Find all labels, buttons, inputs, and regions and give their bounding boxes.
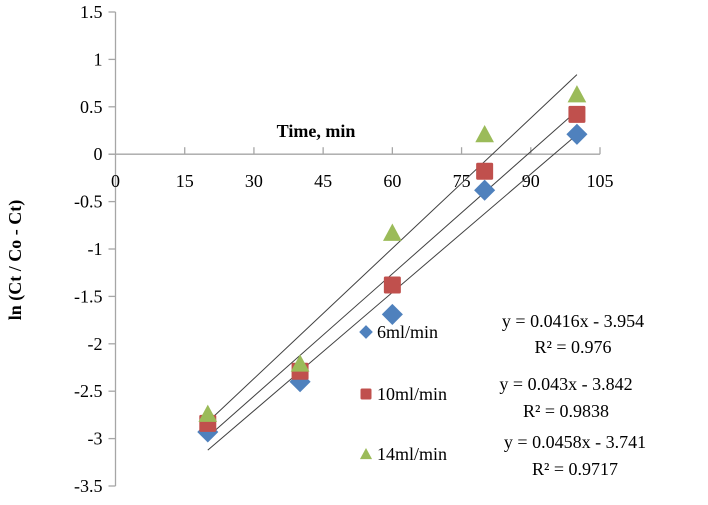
y-tick-label: 0 [94, 144, 103, 164]
legend-item: 14ml/min [359, 444, 447, 464]
x-tick-label: 105 [587, 171, 614, 191]
x-tick-label: 15 [176, 171, 194, 191]
y-tick-label: 1.5 [80, 2, 103, 22]
data-point-square [476, 162, 494, 180]
data-point-square [383, 276, 401, 294]
data-point-triangle [290, 354, 310, 372]
y-tick-label: -1.5 [74, 286, 103, 306]
legend-item: 10ml/min [360, 384, 447, 404]
r-squared-label: R² = 0.9838 [523, 401, 609, 421]
tick-labels: 1.5 1 0.5 0 -0.5 -1 -1.5 -2 -2.5 -3 -3.5 0 15 30 45 60 7… [74, 2, 614, 496]
legend-marker-diamond [359, 325, 373, 339]
x-tick-label: 45 [314, 171, 332, 191]
x-axis-title: Time, min [277, 121, 356, 141]
x-tick-label: 30 [245, 171, 263, 191]
y-tick-label: -3.5 [74, 476, 103, 496]
trendline-14mlmin [207, 74, 578, 423]
axes [108, 11, 601, 487]
data-point-diamond [566, 123, 588, 145]
y-tick-label: 0.5 [80, 97, 103, 117]
trendline-equation: y = 0.0458x - 3.741 [504, 432, 646, 452]
y-tick-label: -3 [88, 429, 103, 449]
data-point-diamond [474, 179, 496, 201]
y-axis-title: ln (Ct / Co - Ct) [5, 200, 26, 320]
trendline-equations: y = 0.0416x - 3.954 R² = 0.976 y = 0.043x … [499, 311, 646, 479]
y-tick-label: -2.5 [74, 381, 103, 401]
legend-label: 14ml/min [377, 444, 447, 464]
trendline-equation: y = 0.0416x - 3.954 [502, 311, 644, 331]
y-tick-label: 1 [94, 49, 103, 69]
legend-label: 6ml/min [377, 322, 438, 342]
data-point-triangle [383, 223, 402, 241]
r-squared-label: R² = 0.9717 [532, 459, 618, 479]
x-tick-label: 75 [453, 171, 471, 191]
r-squared-label: R² = 0.976 [534, 337, 611, 357]
legend: 6ml/min 10ml/min 14ml/min [359, 322, 447, 464]
data-points [197, 85, 588, 443]
legend-item: 6ml/min [359, 322, 438, 342]
data-point-triangle [198, 404, 218, 422]
trendline-10mlmin [207, 110, 578, 438]
x-tick-label: 60 [383, 171, 401, 191]
legend-marker-triangle [359, 447, 373, 460]
data-point-triangle [567, 85, 587, 103]
data-point-square [568, 105, 586, 123]
y-tick-label: -1 [88, 239, 103, 259]
x-tick-label: 0 [111, 171, 120, 191]
trendline-equation: y = 0.043x - 3.842 [499, 374, 632, 394]
x-tick-label: 90 [522, 171, 540, 191]
legend-label: 10ml/min [377, 384, 447, 404]
y-tick-label: -0.5 [74, 192, 103, 212]
y-tick-label: -2 [88, 334, 103, 354]
legend-marker-square [360, 388, 372, 400]
data-point-diamond [381, 303, 403, 325]
data-point-triangle [475, 124, 494, 143]
